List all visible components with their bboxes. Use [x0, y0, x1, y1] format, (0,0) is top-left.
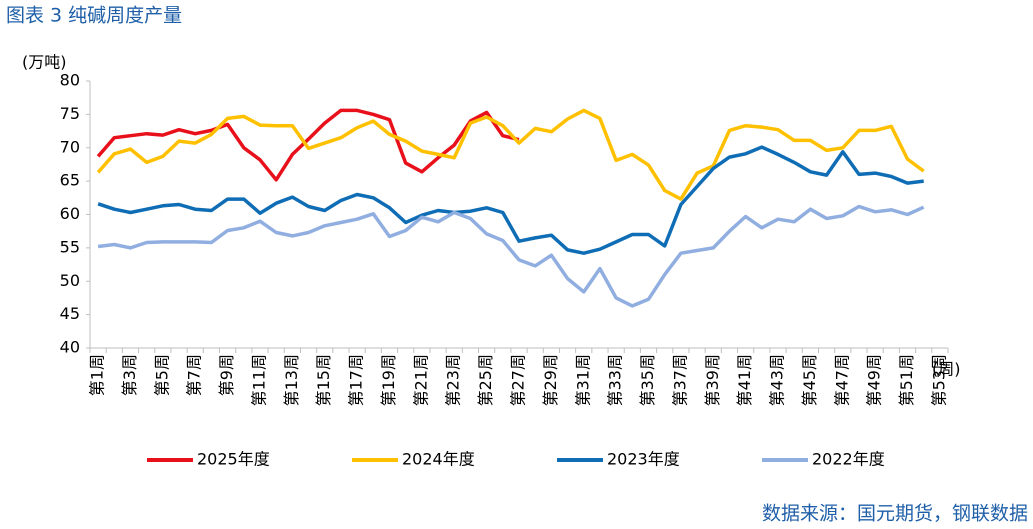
x-tick-label: 第35周 [638, 354, 657, 406]
x-tick-label: 第7周 [185, 354, 204, 396]
x-tick-label: 第9周 [217, 354, 236, 396]
y-tick-label: 75 [60, 104, 80, 123]
x-tick-label: 第49周 [865, 354, 884, 406]
x-tick-label: 第31周 [573, 354, 592, 406]
x-tick-label: 第43周 [768, 354, 787, 406]
y-tick-label: 70 [60, 137, 80, 156]
legend-label: 2023年度 [607, 450, 680, 469]
y-axis-label: (万吨) [22, 53, 67, 72]
x-tick-label: 第25周 [476, 354, 495, 406]
x-tick-label: 第5周 [152, 354, 171, 396]
y-tick-label: 45 [60, 304, 80, 323]
x-tick-label: 第27周 [509, 354, 528, 406]
x-axis-label: (周) [932, 360, 961, 379]
y-tick-label: 55 [60, 237, 80, 256]
chart-title: 图表 3 纯碱周度产量 [6, 5, 182, 27]
legend-label: 2022年度 [812, 450, 885, 469]
x-tick-label: 第13周 [282, 354, 301, 406]
y-tick-label: 80 [60, 71, 80, 90]
x-tick-label: 第37周 [670, 354, 689, 406]
x-tick-label: 第51周 [897, 354, 916, 406]
y-tick-label: 50 [60, 271, 80, 290]
x-tick-label: 第39周 [703, 354, 722, 406]
y-tick-label: 65 [60, 171, 80, 190]
x-tick-label: 第17周 [347, 354, 366, 406]
y-tick-label: 60 [60, 204, 80, 223]
x-tick-label: 第45周 [800, 354, 819, 406]
x-tick-label: 第47周 [832, 354, 851, 406]
series-line [97, 204, 925, 308]
x-tick-label: 第53周 [929, 354, 948, 406]
x-tick-label: 第41周 [735, 354, 754, 406]
legend-label: 2024年度 [402, 450, 475, 469]
source: 数据来源：国元期货，钢联数据 [762, 503, 1028, 525]
x-tick-label: 第23周 [444, 354, 463, 406]
x-tick-label: 第11周 [249, 354, 268, 406]
x-tick-label: 第1周 [88, 354, 107, 396]
x-tick-label: 第29周 [541, 354, 560, 406]
legend-label: 2025年度 [197, 450, 270, 469]
x-tick-label: 第3周 [120, 354, 139, 396]
x-tick-label: 第33周 [606, 354, 625, 406]
series-line [96, 108, 520, 182]
series-line [97, 145, 924, 255]
y-tick-label: 40 [60, 338, 80, 357]
x-tick-label: 第19周 [379, 354, 398, 406]
x-tick-label: 第21周 [411, 354, 430, 406]
x-tick-label: 第15周 [314, 354, 333, 406]
series-line [96, 108, 925, 201]
